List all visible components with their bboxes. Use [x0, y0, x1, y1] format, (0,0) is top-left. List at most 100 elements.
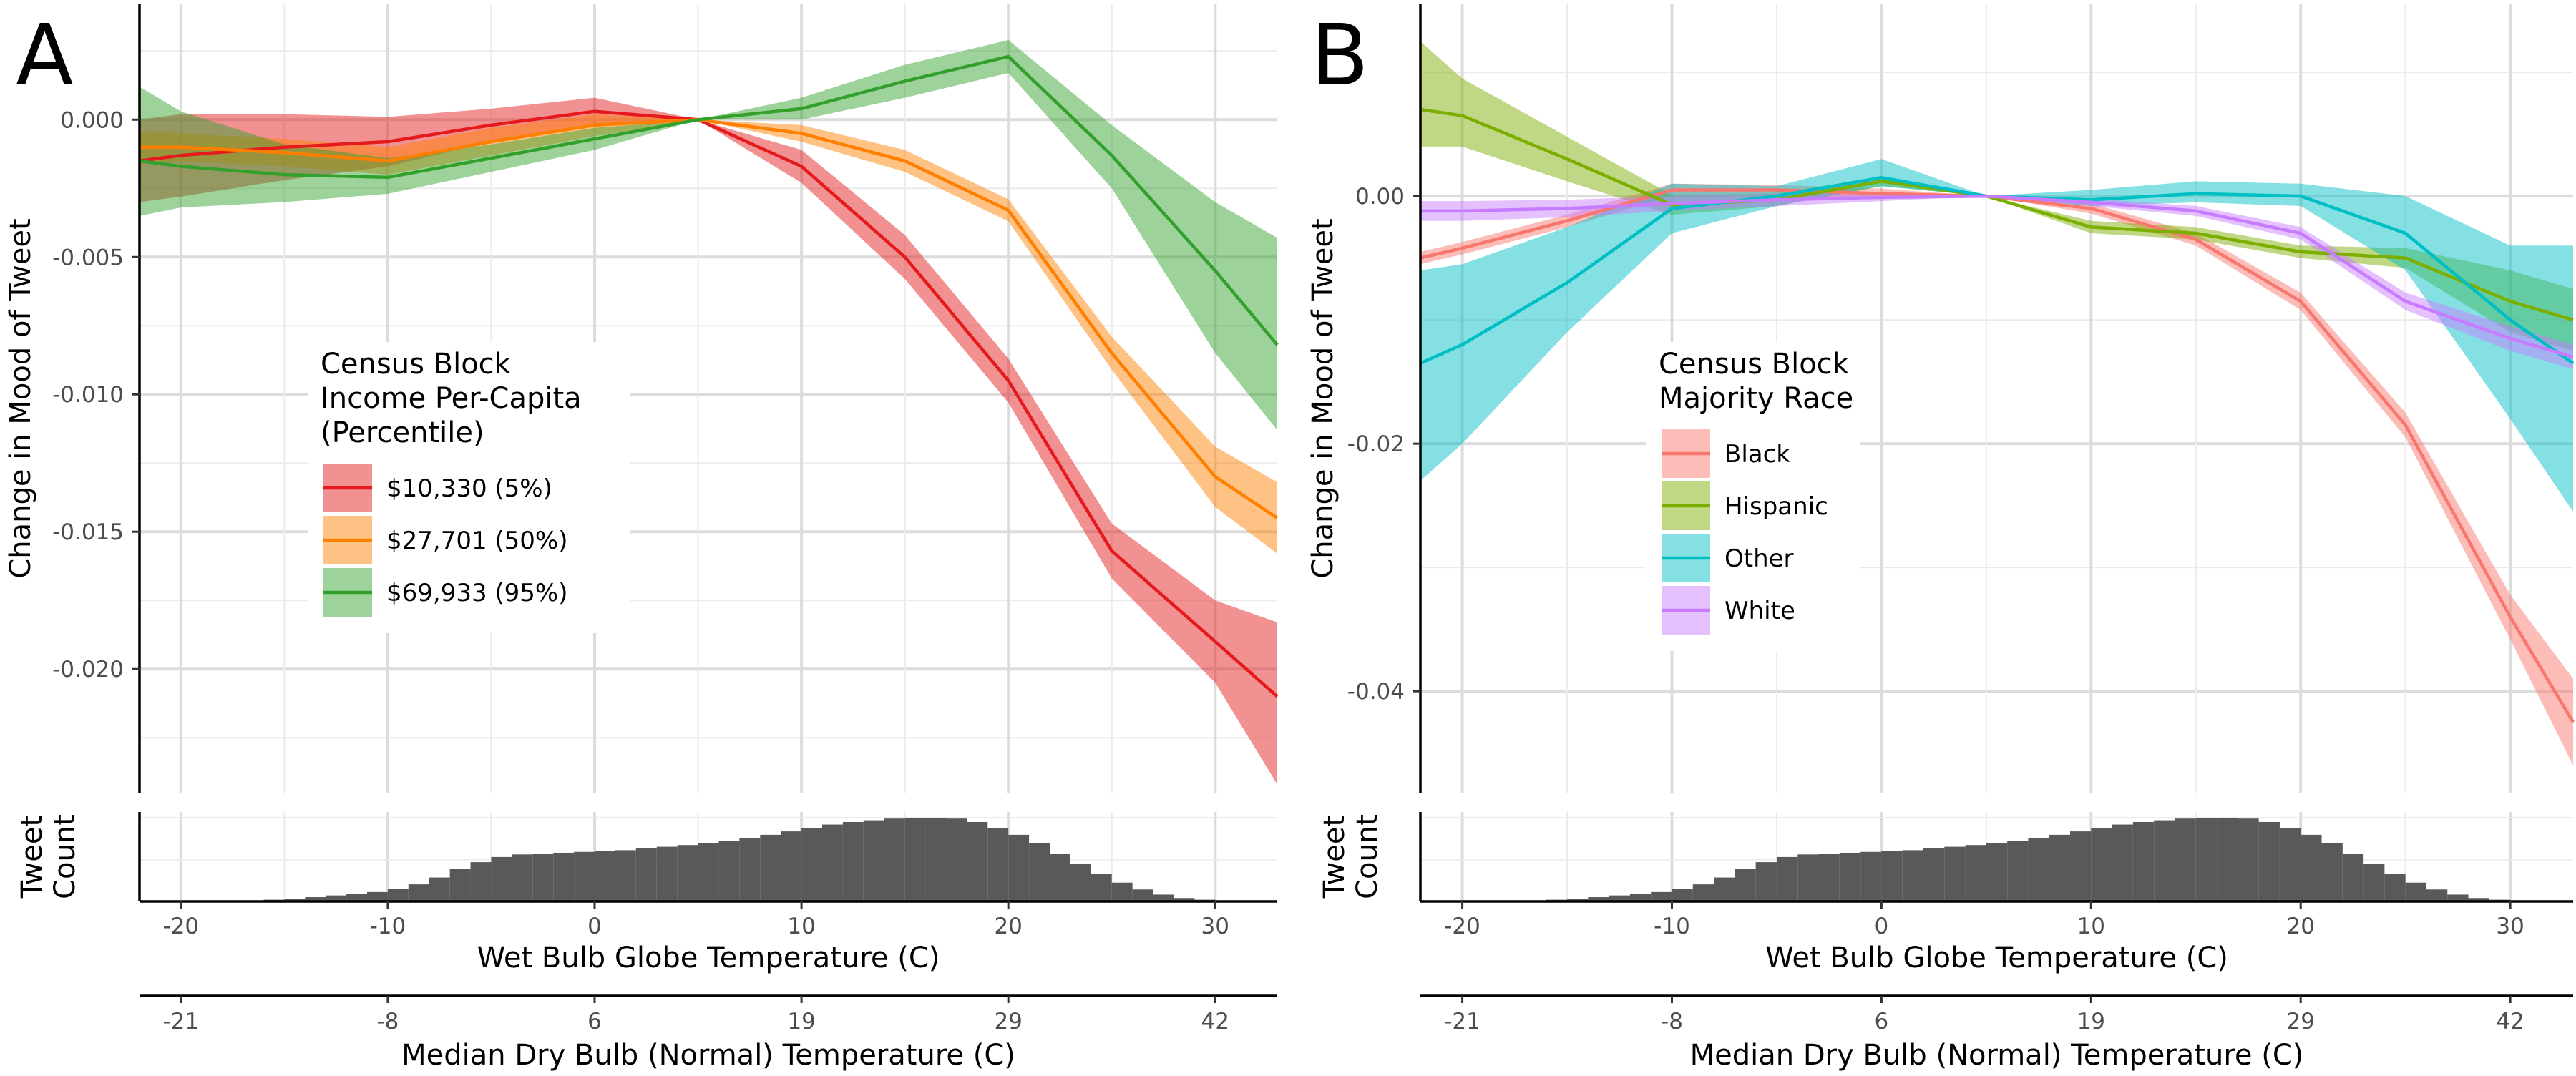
y-tick-label: -0.02	[1347, 431, 1405, 457]
y-axis-title: Change in Mood of Tweet	[1307, 218, 1340, 578]
legend-label: $27,701 (50%)	[386, 527, 568, 555]
legend-label: $69,933 (95%)	[386, 579, 568, 607]
legend-title: Majority Race	[1659, 382, 1853, 415]
histogram-bar	[2112, 825, 2133, 901]
x-tick-label: 0	[1875, 914, 1889, 939]
histogram-bar	[760, 835, 781, 901]
histogram-bar	[1881, 851, 1902, 901]
x2-tick-label: -8	[376, 1009, 399, 1035]
x-axis-title: Wet Bulb Globe Temperature (C)	[477, 942, 940, 974]
x2-tick-label: 19	[2077, 1009, 2105, 1035]
histogram-bar	[1860, 852, 1881, 901]
x-tick-label: 30	[1201, 914, 1229, 939]
histogram-bar	[987, 828, 1008, 901]
histogram-bar	[1819, 854, 1840, 901]
histogram-bar	[967, 822, 987, 901]
histogram-bar	[471, 862, 492, 901]
histogram-bar	[1693, 884, 1714, 901]
histogram-bar	[2238, 818, 2258, 901]
histogram-bar	[678, 845, 698, 901]
histogram-bar	[884, 818, 905, 901]
histogram-bar	[2343, 854, 2363, 901]
legend-title: Census Block	[321, 348, 512, 381]
histogram-bar	[1986, 843, 2007, 901]
histogram-bar	[388, 889, 409, 901]
legend-label: Hispanic	[1724, 492, 1828, 521]
x-tick-label: -10	[370, 914, 406, 939]
histogram-bar	[2280, 828, 2301, 901]
histogram-bar	[1008, 835, 1029, 901]
x2-tick-label: -21	[162, 1009, 199, 1035]
x-tick-label: 0	[587, 914, 602, 939]
x2-tick-label: 19	[787, 1009, 815, 1035]
x2-tick-label: 42	[2496, 1009, 2524, 1035]
x-tick-label: -20	[162, 914, 199, 939]
confidence-bands	[1420, 41, 2573, 766]
histogram-bar	[2384, 874, 2405, 901]
histogram-bar	[491, 857, 512, 901]
x-tick-label: -10	[1654, 914, 1690, 939]
x-tick-label: 20	[2286, 914, 2314, 939]
y-tick-label: 0.00	[1355, 184, 1405, 210]
histogram-bar	[843, 822, 864, 901]
x-tick-label: 10	[2077, 914, 2105, 939]
histogram-bar	[429, 878, 450, 901]
histogram-bar	[1756, 862, 1777, 901]
histogram-bar	[1966, 845, 1986, 901]
histogram-bar	[1091, 874, 1112, 901]
histogram-bar	[698, 843, 719, 901]
histogram-axis-title: Count	[49, 814, 82, 899]
histogram-bar	[615, 850, 636, 901]
legend-title: Income Per-Capita	[321, 382, 582, 415]
x2-tick-label: 42	[1201, 1009, 1229, 1035]
y-tick-label: -0.005	[52, 245, 124, 270]
histogram-bar	[2028, 838, 2049, 901]
legend-title: (Percentile)	[321, 416, 484, 449]
histogram-bar	[1735, 869, 1755, 901]
histogram-bar	[2091, 828, 2112, 901]
histogram-bar	[801, 828, 822, 901]
histogram-bar	[532, 854, 553, 901]
panel-letter: A	[16, 6, 74, 104]
histogram-bar	[905, 818, 926, 901]
histogram-bar	[636, 848, 657, 901]
x2-axis-title: Median Dry Bulb (Normal) Temperature (C)	[401, 1039, 1015, 1072]
histogram-bar	[367, 892, 388, 901]
histogram-bar	[2217, 818, 2238, 901]
y-tick-label: -0.04	[1347, 679, 1405, 705]
legend-label: $10,330 (5%)	[386, 474, 552, 503]
histogram-bar	[512, 854, 532, 901]
legend-label: White	[1724, 597, 1795, 625]
histogram-bar	[1923, 848, 1944, 901]
histogram-bar	[2196, 818, 2217, 901]
main-grid	[1420, 4, 2573, 901]
histogram-bar	[2322, 843, 2343, 901]
y-tick-label: -0.010	[52, 382, 124, 408]
histogram-bar	[1029, 843, 1050, 901]
histogram-bar	[1903, 850, 1923, 901]
histogram-bar	[2426, 889, 2447, 901]
histogram-bar	[574, 852, 595, 901]
x2-tick-label: 6	[1875, 1009, 1889, 1035]
histogram-bar	[553, 853, 574, 901]
x2-axis-title: Median Dry Bulb (Normal) Temperature (C)	[1690, 1039, 2304, 1072]
histogram-bar	[2154, 821, 2175, 901]
histogram-axis-title: Count	[1351, 814, 1384, 899]
histogram-bar	[1070, 864, 1091, 901]
y-tick-label: 0.000	[60, 107, 124, 133]
histogram-bar	[2301, 835, 2321, 901]
histogram-bar	[595, 851, 615, 901]
legend-label: Other	[1724, 544, 1794, 573]
histogram-bar	[718, 841, 739, 901]
histogram-bar	[946, 818, 967, 901]
histogram-bar	[781, 831, 801, 901]
histogram-bar	[2406, 883, 2426, 901]
y-tick-label: -0.015	[52, 519, 124, 545]
histogram-bar	[864, 821, 884, 901]
histogram-bar	[1714, 878, 1735, 901]
